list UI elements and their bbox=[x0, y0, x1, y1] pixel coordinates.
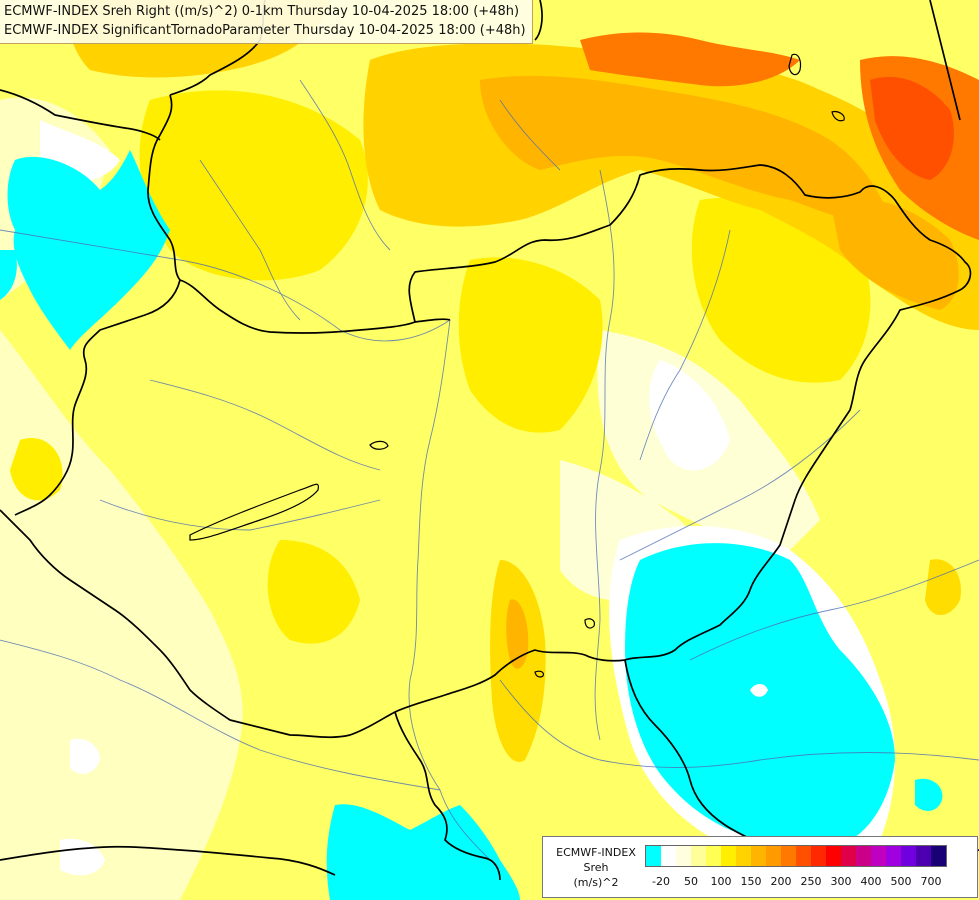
legend-tick-label: -20 bbox=[652, 875, 670, 888]
legend-swatch bbox=[871, 846, 886, 866]
legend-swatch bbox=[931, 846, 946, 866]
legend-swatch bbox=[811, 846, 826, 866]
map-title-line-1: ECMWF-INDEX Sreh Right ((m/s)^2) 0-1km T… bbox=[4, 4, 520, 19]
legend-swatch bbox=[916, 846, 931, 866]
legend-swatch bbox=[796, 846, 811, 866]
legend-tick-labels: -20 50 100 150 200 250 300 400 500 700 bbox=[645, 875, 975, 889]
legend-swatch bbox=[886, 846, 901, 866]
legend-swatch bbox=[736, 846, 751, 866]
map-title-box: ECMWF-INDEX Sreh Right ((m/s)^2) 0-1km T… bbox=[0, 0, 533, 44]
legend-unit-label: (m/s)^2 bbox=[573, 876, 619, 889]
legend-variable-label: Sreh bbox=[583, 861, 609, 874]
legend-swatch bbox=[841, 846, 856, 866]
lakes bbox=[189, 53, 845, 678]
legend-swatch bbox=[721, 846, 736, 866]
legend-tick-label: 300 bbox=[830, 875, 852, 888]
rivers bbox=[0, 79, 979, 861]
legend-tick-label: 100 bbox=[710, 875, 732, 888]
legend-swatch bbox=[676, 846, 691, 866]
color-legend: ECMWF-INDEX Sreh (m/s)^2 -20 50 100 150 200 2… bbox=[542, 836, 978, 898]
legend-color-scale bbox=[645, 845, 947, 867]
legend-swatch bbox=[706, 846, 721, 866]
legend-tick-label: 150 bbox=[740, 875, 762, 888]
legend-source-label: ECMWF-INDEX bbox=[556, 846, 636, 859]
legend-swatch bbox=[766, 846, 781, 866]
legend-tick-label: 50 bbox=[684, 875, 698, 888]
legend-tick-label: 250 bbox=[800, 875, 822, 888]
legend-swatch bbox=[826, 846, 841, 866]
legend-tick-label: 200 bbox=[770, 875, 792, 888]
legend-swatch bbox=[901, 846, 916, 866]
legend-title: ECMWF-INDEX Sreh (m/s)^2 bbox=[549, 845, 643, 890]
legend-tick-label: 400 bbox=[860, 875, 882, 888]
legend-tick-label: 500 bbox=[890, 875, 912, 888]
legend-swatch bbox=[781, 846, 796, 866]
field-cyan-zones bbox=[0, 150, 943, 900]
legend-tick-label: 700 bbox=[920, 875, 942, 888]
legend-swatch bbox=[751, 846, 766, 866]
legend-swatch bbox=[856, 846, 871, 866]
legend-swatch bbox=[691, 846, 706, 866]
map-title-line-2: ECMWF-INDEX SignificantTornadoParameter … bbox=[4, 23, 526, 38]
legend-swatch bbox=[646, 846, 661, 866]
legend-swatch bbox=[661, 846, 676, 866]
